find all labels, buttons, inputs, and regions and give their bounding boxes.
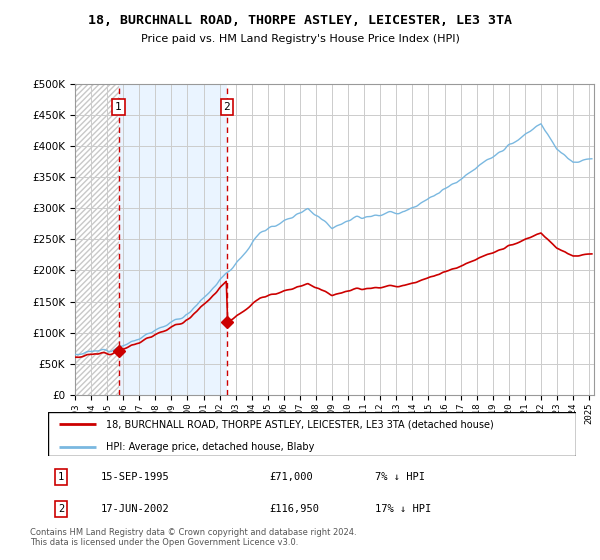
Text: Contains HM Land Registry data © Crown copyright and database right 2024.
This d: Contains HM Land Registry data © Crown c… <box>30 528 356 547</box>
Text: 18, BURCHNALL ROAD, THORPE ASTLEY, LEICESTER, LE3 3TA: 18, BURCHNALL ROAD, THORPE ASTLEY, LEICE… <box>88 14 512 27</box>
Text: 15-SEP-1995: 15-SEP-1995 <box>101 472 170 482</box>
Text: 1: 1 <box>58 472 64 482</box>
Text: 18, BURCHNALL ROAD, THORPE ASTLEY, LEICESTER, LE3 3TA (detached house): 18, BURCHNALL ROAD, THORPE ASTLEY, LEICE… <box>106 419 494 429</box>
Text: 7% ↓ HPI: 7% ↓ HPI <box>376 472 425 482</box>
Text: Price paid vs. HM Land Registry's House Price Index (HPI): Price paid vs. HM Land Registry's House … <box>140 34 460 44</box>
FancyBboxPatch shape <box>48 412 576 456</box>
Text: 17% ↓ HPI: 17% ↓ HPI <box>376 505 431 514</box>
Text: £71,000: £71,000 <box>270 472 314 482</box>
Text: £116,950: £116,950 <box>270 505 320 514</box>
Text: 1: 1 <box>115 102 122 112</box>
Text: HPI: Average price, detached house, Blaby: HPI: Average price, detached house, Blab… <box>106 441 314 451</box>
Text: 2: 2 <box>58 505 64 514</box>
Text: 17-JUN-2002: 17-JUN-2002 <box>101 505 170 514</box>
Text: 2: 2 <box>224 102 230 112</box>
